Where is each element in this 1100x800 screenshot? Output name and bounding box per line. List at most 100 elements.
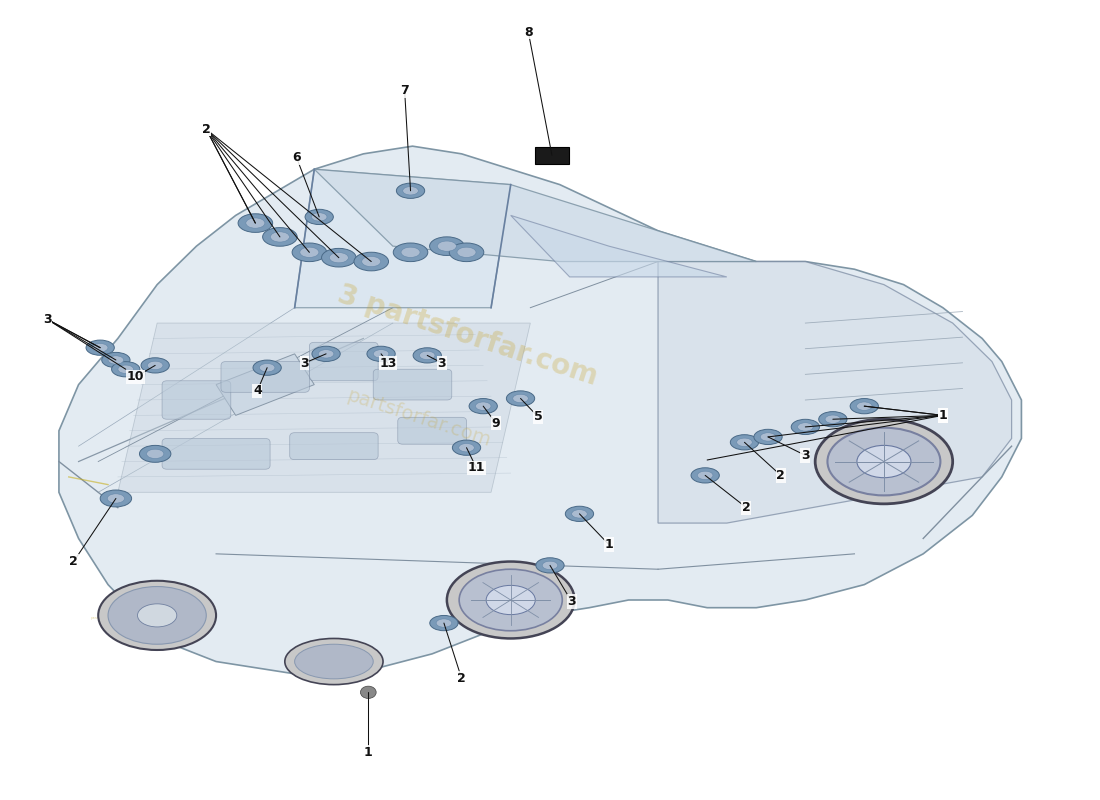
Ellipse shape — [542, 561, 558, 570]
Ellipse shape — [572, 510, 587, 518]
Ellipse shape — [475, 402, 491, 410]
Text: 2: 2 — [202, 122, 210, 136]
Ellipse shape — [430, 237, 464, 255]
Ellipse shape — [108, 494, 124, 503]
Ellipse shape — [536, 558, 564, 573]
Ellipse shape — [697, 471, 713, 479]
Text: 3 partsforfar.com: 3 partsforfar.com — [334, 280, 601, 390]
Ellipse shape — [318, 350, 334, 358]
Text: 9: 9 — [492, 417, 500, 430]
Ellipse shape — [419, 351, 435, 359]
FancyBboxPatch shape — [162, 438, 271, 470]
Text: 2: 2 — [458, 672, 466, 685]
Ellipse shape — [260, 363, 275, 372]
Ellipse shape — [403, 186, 418, 195]
Ellipse shape — [396, 183, 425, 198]
Text: 1: 1 — [364, 746, 373, 759]
Circle shape — [361, 686, 376, 698]
Ellipse shape — [760, 433, 775, 441]
Ellipse shape — [798, 422, 813, 431]
Ellipse shape — [92, 343, 108, 352]
Ellipse shape — [402, 247, 420, 258]
Ellipse shape — [459, 443, 474, 452]
Ellipse shape — [815, 419, 953, 504]
Polygon shape — [295, 170, 510, 308]
Ellipse shape — [850, 398, 879, 414]
Bar — [535, 147, 570, 164]
Text: 2: 2 — [742, 501, 751, 514]
Polygon shape — [59, 146, 1022, 677]
Ellipse shape — [737, 438, 752, 446]
Ellipse shape — [447, 562, 574, 638]
Ellipse shape — [506, 391, 535, 406]
Text: 3: 3 — [801, 449, 810, 462]
Ellipse shape — [321, 248, 356, 267]
Ellipse shape — [300, 247, 319, 258]
Polygon shape — [216, 354, 315, 415]
FancyBboxPatch shape — [309, 342, 378, 381]
Text: 3: 3 — [438, 357, 447, 370]
Ellipse shape — [138, 604, 177, 627]
Ellipse shape — [271, 232, 289, 242]
Ellipse shape — [438, 241, 456, 251]
Text: 2: 2 — [202, 122, 210, 136]
FancyBboxPatch shape — [289, 433, 378, 460]
Polygon shape — [118, 323, 530, 492]
Polygon shape — [510, 215, 727, 277]
Ellipse shape — [98, 581, 216, 650]
Ellipse shape — [245, 218, 265, 228]
Ellipse shape — [857, 402, 872, 410]
Text: partsforfar.com: partsforfar.com — [344, 386, 493, 450]
Text: 13: 13 — [379, 357, 397, 370]
Ellipse shape — [754, 430, 782, 445]
Ellipse shape — [111, 362, 140, 377]
Ellipse shape — [456, 247, 476, 258]
Text: prancing_h: prancing_h — [90, 616, 113, 620]
Ellipse shape — [430, 615, 458, 630]
Ellipse shape — [394, 243, 428, 262]
Ellipse shape — [140, 446, 170, 462]
Text: 6: 6 — [293, 151, 301, 164]
Text: 3: 3 — [568, 595, 576, 608]
Ellipse shape — [414, 348, 441, 363]
Text: 5: 5 — [534, 410, 542, 423]
Ellipse shape — [857, 446, 911, 478]
Ellipse shape — [312, 346, 340, 362]
Ellipse shape — [141, 358, 169, 373]
Ellipse shape — [486, 586, 536, 614]
Text: 7: 7 — [400, 84, 409, 98]
Ellipse shape — [100, 490, 132, 507]
Ellipse shape — [118, 365, 133, 374]
Ellipse shape — [238, 214, 273, 232]
Text: 11: 11 — [468, 461, 485, 474]
Ellipse shape — [263, 228, 297, 246]
Ellipse shape — [452, 440, 481, 455]
Ellipse shape — [436, 619, 452, 627]
Text: 3: 3 — [43, 313, 52, 326]
Ellipse shape — [367, 346, 395, 362]
Text: 3: 3 — [43, 313, 52, 326]
Ellipse shape — [311, 213, 327, 221]
Ellipse shape — [329, 253, 349, 263]
Ellipse shape — [147, 361, 163, 370]
Ellipse shape — [86, 340, 114, 355]
Text: 2: 2 — [777, 469, 785, 482]
Ellipse shape — [146, 449, 164, 458]
Text: 1: 1 — [605, 538, 614, 551]
Polygon shape — [658, 262, 1012, 523]
Ellipse shape — [108, 356, 123, 364]
Ellipse shape — [565, 506, 594, 522]
Ellipse shape — [513, 394, 528, 402]
Ellipse shape — [101, 352, 130, 368]
Text: 3: 3 — [300, 357, 309, 370]
Ellipse shape — [305, 210, 333, 225]
FancyBboxPatch shape — [398, 418, 466, 444]
Text: 1: 1 — [938, 409, 947, 422]
Ellipse shape — [691, 468, 719, 483]
Ellipse shape — [295, 644, 373, 679]
Ellipse shape — [293, 243, 327, 262]
Ellipse shape — [362, 257, 381, 266]
Ellipse shape — [253, 360, 282, 375]
FancyBboxPatch shape — [162, 381, 231, 419]
Polygon shape — [315, 170, 757, 262]
